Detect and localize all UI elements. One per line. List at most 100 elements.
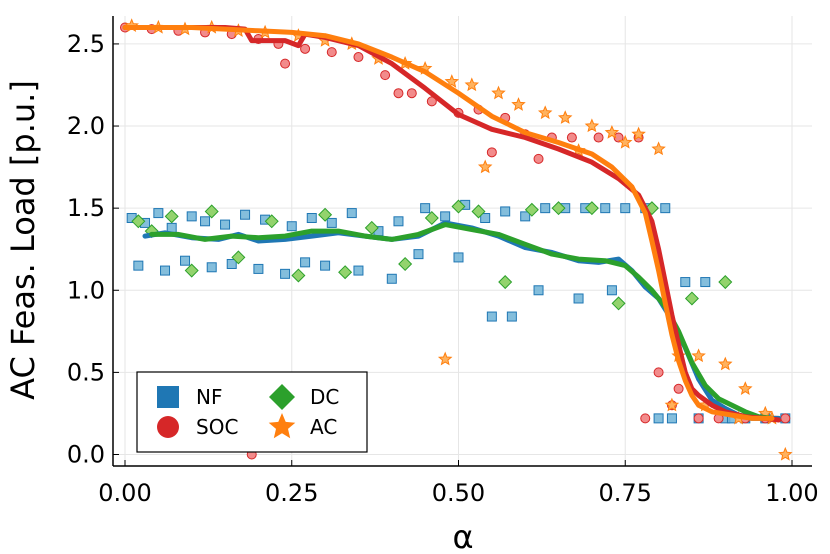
data-point-ac [557,110,573,124]
data-point-ac [664,397,680,412]
data-point-ac [651,141,666,156]
series-points-nf [126,199,791,424]
data-point-soc [380,70,391,81]
data-point-nf [346,208,357,219]
plot-area [120,18,793,461]
data-point-nf [506,311,517,322]
y-tick-label: 2.0 [67,112,105,140]
y-axis-title: AC Feas. Load [p.u.] [4,80,42,400]
y-tick-label: 1.5 [67,194,105,222]
legend-label-ac: AC [310,415,337,439]
data-point-nf [220,219,231,230]
data-point-soc [486,147,497,158]
legend-symbol-dc [269,384,295,410]
data-point-nf [240,209,251,220]
data-point-dc [164,209,179,224]
series-points-soc [120,22,791,460]
series-line-dc [149,222,775,421]
data-point-soc [780,413,791,424]
legend-label-nf: NF [196,385,222,409]
data-point-nf [353,265,364,276]
x-axis-title: α [452,518,473,554]
tick-labels: 0.00 0.25 0.50 0.75 1.00 0.0 0.5 1.0 1.5 2.0 2.5 [67,30,819,507]
data-point-ac [491,85,506,100]
series-line-soc [122,25,782,423]
data-point-dc [338,265,353,280]
x-tick-label: 1.00 [765,479,818,507]
data-point-soc [593,132,604,143]
data-point-nf [660,203,671,214]
data-point-soc [280,58,291,69]
data-point-dc [524,202,539,217]
data-point-nf [226,258,237,269]
data-point-nf [160,265,171,276]
data-point-ac [778,446,793,461]
x-tick-label: 0.00 [98,479,151,507]
data-point-ac [511,97,526,111]
legend-symbol-nf [157,386,179,408]
data-point-nf [286,221,297,232]
data-point-ac [738,381,753,395]
legend-symbol-ac [268,413,296,439]
data-point-nf [253,263,264,274]
data-point-dc [318,207,333,222]
data-point-dc [424,210,439,226]
data-point-dc [204,204,219,219]
data-point-soc [300,43,311,54]
data-point-nf [620,203,631,214]
data-point-ac [604,125,620,139]
data-point-ac [537,105,553,120]
data-point-ac [631,126,646,141]
data-point-nf [280,268,291,279]
data-point-soc [426,96,437,107]
data-point-nf [653,413,664,424]
data-point-nf [500,206,511,217]
y-tick-label: 0.0 [67,441,105,469]
data-point-nf [300,257,311,268]
data-point-soc [653,367,664,378]
data-point-nf [480,213,491,224]
x-tick-label: 0.25 [265,479,318,507]
data-point-dc [291,268,306,283]
data-point-dc [451,199,466,214]
data-point-nf [320,260,331,271]
data-point-ac [464,77,480,92]
data-point-nf [180,255,191,266]
data-point-dc [471,204,486,219]
legend: NF SOC DC AC [136,371,368,453]
data-point-soc [613,132,624,143]
data-point-nf [206,262,217,273]
data-point-soc [640,413,651,424]
data-point-dc [584,201,599,216]
data-point-soc [673,383,684,394]
data-point-nf [413,249,424,260]
data-point-soc [353,52,364,63]
data-point-dc [184,263,199,278]
data-point-ac [584,118,600,133]
data-point-nf [600,203,611,214]
x-tick-label: 0.50 [432,479,485,507]
legend-symbol-soc [157,416,179,438]
data-point-dc [231,250,246,265]
data-point-nf [573,293,584,304]
data-point-nf [153,208,164,219]
y-tick-label: 2.5 [67,30,105,58]
data-point-ac [444,74,460,88]
data-point-nf [386,273,397,284]
data-point-soc [406,88,417,99]
data-point-soc [326,47,337,58]
data-point-ac [691,348,706,363]
data-point-dc [264,214,279,229]
data-point-nf [606,285,617,296]
data-point-nf [393,216,404,227]
legend-symbols [157,384,296,439]
data-point-nf [666,413,677,424]
data-point-dc [684,291,699,306]
data-point-soc [693,413,704,424]
x-tick-label: 0.75 [599,479,652,507]
data-point-nf [133,260,144,271]
data-point-nf [326,217,337,228]
data-point-dc [718,275,733,290]
data-point-ac [718,356,733,371]
